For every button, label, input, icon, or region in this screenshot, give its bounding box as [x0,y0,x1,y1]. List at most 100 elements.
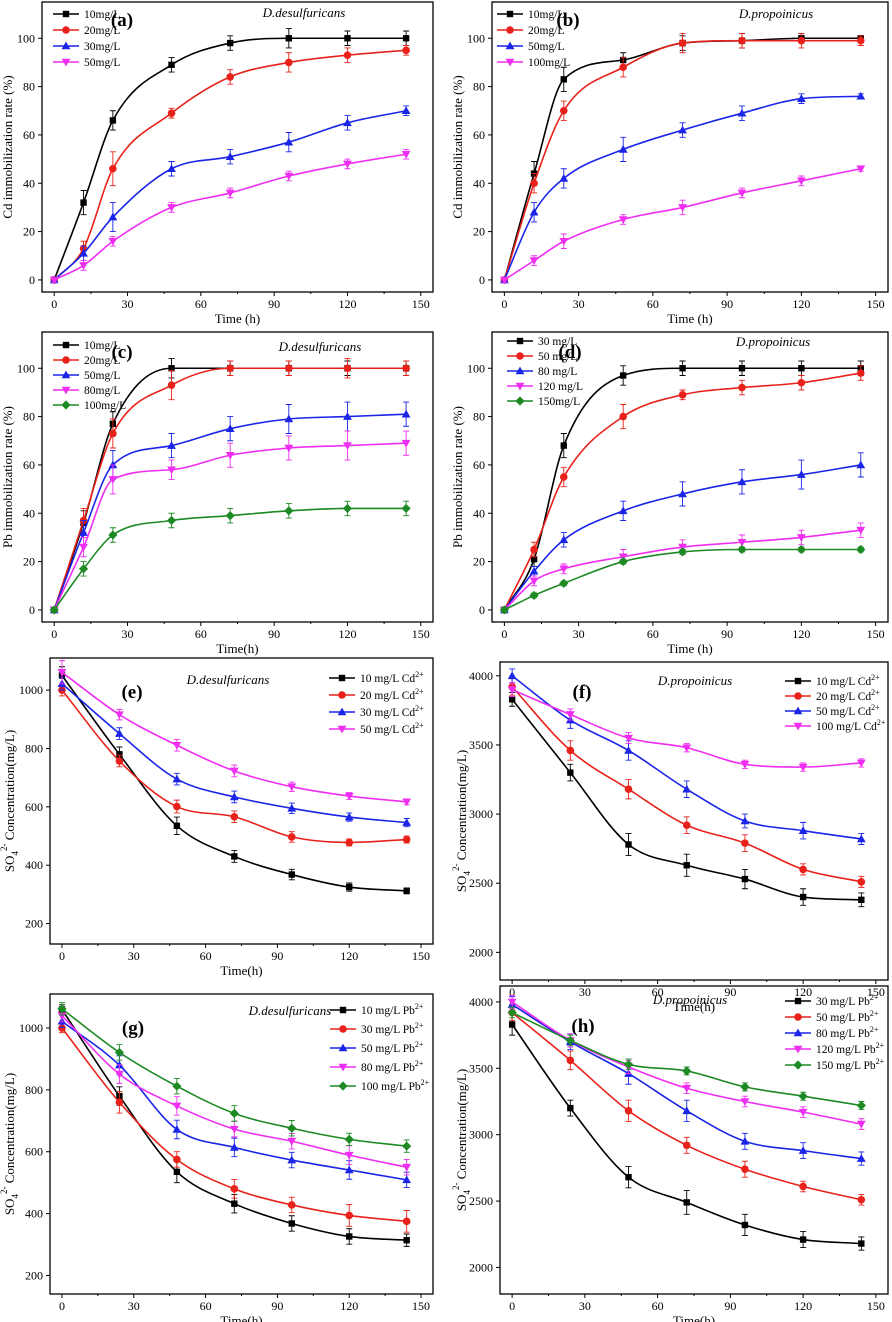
series-2 [500,32,865,284]
x-tick-label: 120 [338,627,356,641]
y-tick-label: 60 [23,458,35,472]
legend-label: 120 mg/L Pb2+ [816,1041,885,1056]
x-tick-label: 90 [721,627,733,641]
series-1 [508,691,865,908]
data-point [173,1168,181,1176]
data-point [288,871,295,878]
legend-label-sup: 2+ [415,721,424,730]
x-tick-label: 150 [867,297,885,311]
panel-label: (b) [556,10,579,31]
data-point [108,212,118,221]
legend-label: 80 mg/L Pb2+ [816,1025,879,1040]
x-tick-label: 30 [122,627,134,641]
data-point [858,1240,865,1247]
data-point [682,1066,692,1076]
species-label: D.desulfuricans [262,5,346,20]
legend-marker [505,58,515,67]
legend-label-main: 100 mg/L Cd [816,721,877,733]
chart-panel-d: 0 30 60 90 120 150 0 20 40 60 80 100 Time (h) Pb immo… [450,331,889,656]
legend-label: 50 mg/L Pb2+ [816,1009,879,1024]
y-axis-title: Pb immobilization rate (%) [450,406,465,548]
panel-label: (h) [571,1016,594,1037]
data-point [567,769,574,776]
y-tick-label: 40 [473,506,485,520]
data-point [401,106,411,115]
y-axis-title: Pb immobilization rate (%) [0,406,15,548]
y-tick-label: 80 [473,80,485,94]
data-point [796,544,806,555]
y-tick-label: 200 [25,917,43,931]
data-point [58,1024,66,1032]
x-axis-title: Time(h) [673,1313,715,1322]
legend-marker [793,1060,803,1070]
y-tick-label: 100 [17,31,35,45]
data-point [284,137,294,146]
data-point [166,515,177,526]
legend-label: 50mg/L [84,57,120,69]
x-tick-label: 30 [128,949,140,963]
data-point [287,783,297,792]
data-point [284,414,294,423]
data-point [229,1108,239,1118]
data-point [402,1217,411,1226]
data-point [619,412,627,421]
legend-marker [515,396,525,406]
data-point [798,1146,808,1154]
legend-label: 100mg/L [84,400,126,412]
y-tick-label: 2500 [469,876,493,890]
y-tick-label: 2000 [469,1260,493,1274]
chart-panel-h: 0 30 60 90 120 150 2000 2500 3000 3500 4000 Time(h)… [451,985,889,1322]
legend-label-sup: 2+ [871,673,880,682]
legend-marker [794,997,802,1005]
data-point [345,1211,354,1220]
data-point [344,812,354,821]
data-point [79,528,88,536]
data-point [231,1200,238,1207]
panel-label: (a) [111,10,133,31]
data-point [172,1081,182,1091]
data-point [401,503,411,514]
legend: 10 mg/L Pb2+30 mg/L Pb2+50 mg/L Pb2+80 m… [330,1002,430,1093]
legend-label-sup: 2+ [415,687,424,696]
data-point [343,51,352,59]
x-tick-label: 90 [721,297,733,311]
legend-label-main: 80 mg/L Pb [361,1062,415,1074]
series-5 [49,500,411,615]
data-point [741,1165,749,1174]
y-axis-title: Cd immobilization rate (%) [0,75,15,218]
legend-label-main: 100 mg/L Pb [361,1081,421,1093]
y-tick-label: 2000 [469,945,493,959]
y-tick-label: 80 [23,410,35,424]
series-2 [58,1022,411,1233]
x-tick-label: 90 [724,985,736,999]
y-tick-label: 20 [473,555,485,569]
data-point [229,1143,239,1151]
legend-label: 50 mg/L Pb2+ [361,1040,424,1055]
legend-label-sup: 2+ [415,1040,424,1049]
x-axis-title: Time(h) [220,1313,262,1322]
legend-label: 80 mg/L Pb2+ [361,1059,424,1074]
legend-label-sup: 2+ [870,1025,879,1034]
data-point [566,1056,575,1065]
data-point [797,36,806,45]
legend-marker [515,382,525,391]
legend-marker [506,10,514,18]
data-point [343,364,352,373]
data-point [287,833,296,841]
series-2 [50,45,410,284]
y-axis-title: SO42- Concentration(mg/L) [451,1069,472,1211]
data-point [529,207,539,216]
x-tick-label: 90 [271,1299,283,1313]
data-point [624,746,633,754]
legend-marker [62,10,70,18]
data-point [229,1125,239,1134]
y-tick-label: 80 [23,80,35,94]
data-point [109,117,117,124]
x-tick-label: 120 [338,297,356,311]
data-point [225,451,235,460]
data-point [287,1155,297,1164]
data-point [401,150,411,159]
data-point [678,391,687,399]
x-tick-label: 0 [51,627,57,641]
legend-marker [338,1063,348,1072]
